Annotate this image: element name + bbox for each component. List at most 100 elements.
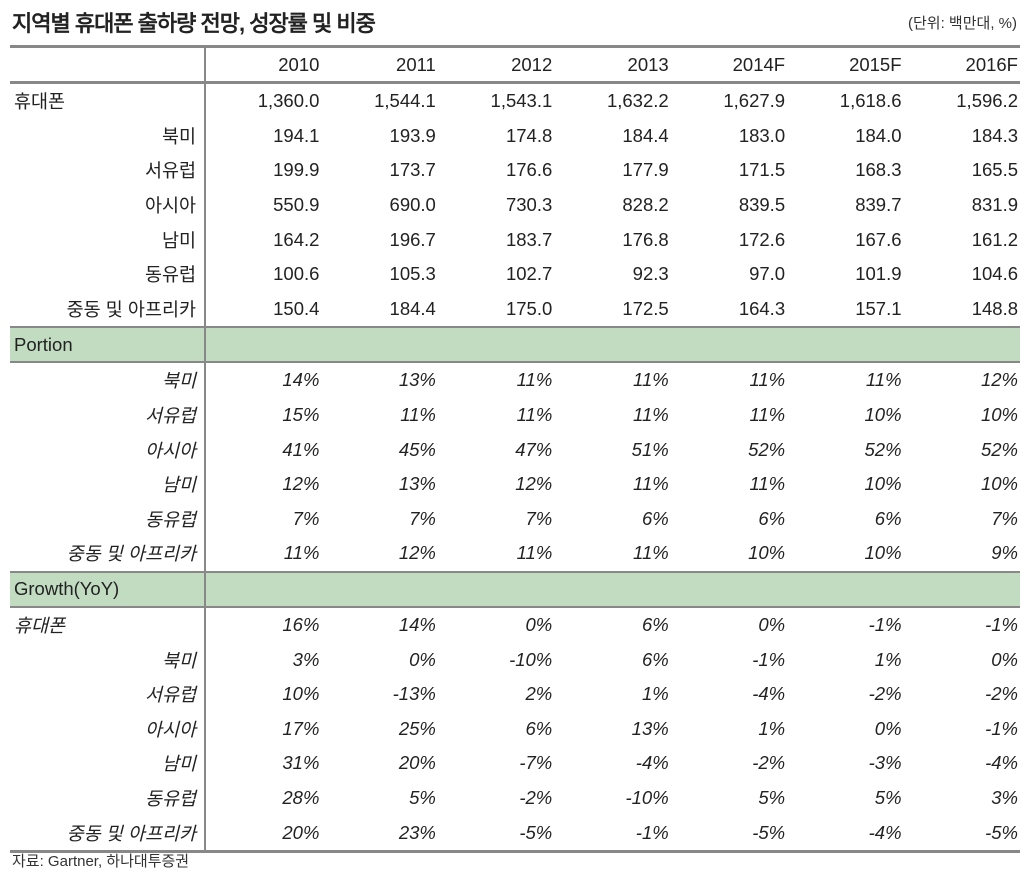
table-row: 중동 및 아프리카 11% 12% 11% 11% 10% 10% 9% bbox=[10, 536, 1020, 572]
value-cell: -13% bbox=[392, 683, 436, 705]
value-cell: 31% bbox=[282, 752, 320, 774]
value-cell: 10% bbox=[864, 473, 902, 495]
value-cell: -5% bbox=[437, 815, 555, 853]
value-cell: 0% bbox=[758, 614, 786, 636]
value-cell: 167.6 bbox=[855, 228, 902, 250]
value-cell: 5% bbox=[409, 786, 436, 808]
value-cell: 10% bbox=[748, 542, 786, 564]
value-cell: 23% bbox=[321, 815, 438, 853]
table-row: 휴대폰 1,360.0 1,544.1 1,543.1 1,632.2 1,627.9 1,… bbox=[10, 82, 1020, 119]
value-cell: 3% bbox=[292, 648, 320, 670]
value-cell: 13% bbox=[398, 369, 436, 391]
value-cell: 52% bbox=[748, 438, 786, 460]
source-note: 자료: Gartner, 하나대투증권 bbox=[12, 853, 190, 870]
value-cell: -10% bbox=[509, 648, 553, 670]
value-cell: -1% bbox=[985, 614, 1018, 636]
row-label: 서유럽 bbox=[10, 397, 206, 433]
column-header: 2012 bbox=[437, 45, 555, 84]
value-cell: 7% bbox=[525, 507, 553, 529]
value-cell: 10% bbox=[282, 683, 320, 705]
value-cell: 97.0 bbox=[749, 263, 786, 285]
value-cell: 11% bbox=[516, 542, 553, 564]
value-cell: 1,544.1 bbox=[374, 90, 436, 112]
column-header: 2011 bbox=[321, 45, 438, 84]
value-cell: 839.5 bbox=[738, 194, 786, 216]
portion-section-row: Portion bbox=[10, 326, 1020, 364]
shipment-table: 2010 2011 2012 2013 2014F 2015F 2016F 휴대폰 1,360.… bbox=[10, 45, 1020, 853]
value-cell: 1,618.6 bbox=[839, 90, 902, 112]
value-cell: 20% bbox=[398, 752, 436, 774]
table-row: 동유럽 28% 5% -2% -10% 5% 5% 3% bbox=[10, 780, 1020, 816]
value-cell: 157.1 bbox=[855, 297, 902, 319]
value-cell: 15% bbox=[282, 404, 320, 426]
value-cell: 11% bbox=[633, 542, 669, 564]
value-cell: 25% bbox=[398, 717, 436, 739]
value-cell: 690.0 bbox=[389, 194, 436, 216]
row-label: 동유럽 bbox=[10, 256, 206, 292]
value-cell: 100.6 bbox=[273, 263, 320, 285]
value-cell: 184.4 bbox=[622, 124, 669, 146]
value-cell: 193.9 bbox=[389, 124, 436, 146]
table-title: 지역별 휴대폰 출하량 전망, 성장률 및 비중 bbox=[12, 11, 376, 36]
value-cell: 177.9 bbox=[622, 159, 669, 181]
value-cell: 101.9 bbox=[855, 263, 902, 285]
value-cell: 10% bbox=[980, 473, 1018, 495]
value-cell: 0% bbox=[525, 614, 553, 636]
value-cell: -1% bbox=[985, 717, 1018, 739]
table-row: 남미 12% 13% 12% 11% 11% 10% 10% bbox=[10, 466, 1020, 502]
value-cell: -1% bbox=[868, 614, 902, 636]
value-cell: 1,596.2 bbox=[956, 90, 1018, 112]
value-cell: 14% bbox=[398, 614, 436, 636]
value-cell: 172.6 bbox=[738, 228, 786, 250]
value-cell: -4% bbox=[985, 752, 1018, 774]
value-cell: 199.9 bbox=[273, 159, 320, 181]
value-cell: 831.9 bbox=[971, 194, 1018, 216]
table-row: 서유럽 199.9 173.7 176.6 177.9 171.5 168.3 165.5 bbox=[10, 153, 1020, 188]
table-row: 아시아 550.9 690.0 730.3 828.2 839.5 839.7 831.9 bbox=[10, 187, 1020, 223]
column-header: 2010 bbox=[205, 45, 322, 84]
table-row: 서유럽 15% 11% 11% 11% 11% 10% 10% bbox=[10, 397, 1020, 433]
value-cell: 164.2 bbox=[273, 228, 320, 250]
table-row: 북미 194.1 193.9 174.8 184.4 183.0 184.0 184.3 bbox=[10, 118, 1020, 154]
value-cell: 839.7 bbox=[855, 194, 902, 216]
value-cell: 1,360.0 bbox=[257, 90, 320, 112]
value-cell: 176.8 bbox=[622, 228, 669, 250]
value-cell: 104.6 bbox=[971, 263, 1018, 285]
value-cell: -2% bbox=[985, 683, 1018, 705]
value-cell: 1% bbox=[758, 717, 786, 739]
value-cell: 12% bbox=[515, 473, 553, 495]
value-cell: 0% bbox=[874, 717, 902, 739]
value-cell: 105.3 bbox=[389, 263, 436, 285]
value-cell: 165.5 bbox=[971, 159, 1018, 181]
column-header: 2014F bbox=[670, 45, 788, 84]
value-cell: 7% bbox=[409, 507, 436, 529]
row-label: 아시아 bbox=[10, 711, 206, 747]
value-cell: 172.5 bbox=[622, 297, 669, 319]
table-row: 동유럽 100.6 105.3 102.7 92.3 97.0 101.9 104.6 bbox=[10, 256, 1020, 292]
value-cell: 10% bbox=[864, 542, 902, 564]
row-label: 북미 bbox=[10, 642, 206, 677]
value-cell: 11% bbox=[633, 473, 669, 495]
value-cell: 5% bbox=[874, 786, 902, 808]
value-cell: 0% bbox=[991, 648, 1018, 670]
value-cell: 148.8 bbox=[971, 297, 1018, 319]
row-label: 아시아 bbox=[10, 432, 206, 467]
value-cell: 7% bbox=[991, 507, 1018, 529]
value-cell: -2% bbox=[519, 786, 553, 808]
row-label: 남미 bbox=[10, 466, 206, 502]
table-row: 동유럽 7% 7% 7% 6% 6% 6% 7% bbox=[10, 501, 1020, 537]
row-label: 동유럽 bbox=[10, 780, 206, 816]
row-label: 중동 및 아프리카 bbox=[10, 536, 206, 572]
value-cell: -4% bbox=[635, 752, 669, 774]
value-cell: 828.2 bbox=[622, 194, 669, 216]
table-row: 서유럽 10% -13% 2% 1% -4% -2% -2% bbox=[10, 676, 1020, 712]
value-cell: 730.3 bbox=[505, 194, 553, 216]
section-label: Portion bbox=[10, 326, 206, 364]
table-row: 중동 및 아프리카 20% 23% -5% -1% -5% -4% -5% bbox=[10, 815, 1020, 853]
value-cell: 6% bbox=[641, 614, 669, 636]
value-cell: 92.3 bbox=[632, 263, 669, 285]
value-cell: -5% bbox=[903, 815, 1020, 853]
value-cell: 12% bbox=[282, 473, 320, 495]
value-cell: 183.0 bbox=[738, 124, 786, 146]
value-cell: 45% bbox=[398, 438, 436, 460]
